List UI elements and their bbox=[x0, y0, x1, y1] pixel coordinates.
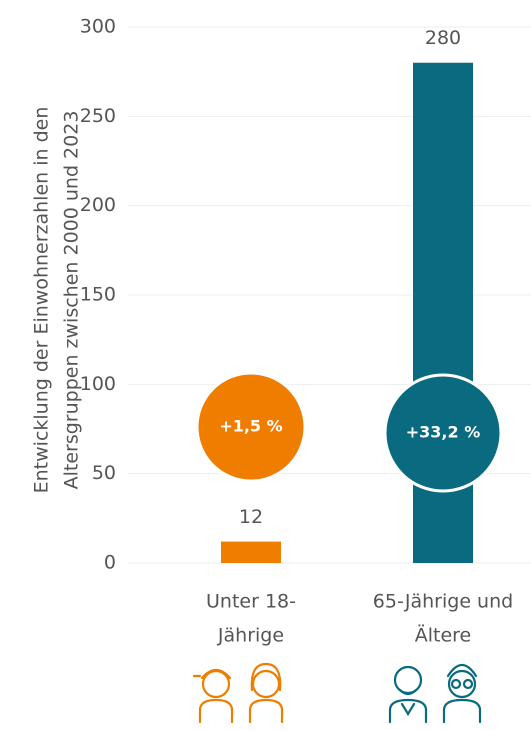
x-tick-label: Unter 18- bbox=[206, 591, 296, 613]
x-tick-label: Jährige bbox=[217, 625, 284, 647]
x-tick-label: 65-Jährige und bbox=[373, 591, 513, 613]
y-tick-label: 100 bbox=[80, 373, 116, 395]
x-tick-label: Ältere bbox=[415, 624, 472, 647]
value-label: 12 bbox=[239, 506, 263, 528]
bar bbox=[221, 541, 281, 563]
y-tick-label: 150 bbox=[80, 284, 116, 306]
y-axis-label-line: Entwicklung der Einwohnerzahlen in den bbox=[31, 107, 53, 494]
badge-label: +33,2 % bbox=[406, 423, 480, 442]
y-axis-label-line: Altersgruppen zwischen 2000 und 2023 bbox=[61, 111, 83, 490]
badge-circle bbox=[195, 371, 307, 483]
y-axis-label: Entwicklung der Einwohnerzahlen in den A… bbox=[31, 107, 83, 494]
children-icon bbox=[192, 662, 284, 724]
icons bbox=[192, 662, 482, 724]
y-tick-label: 300 bbox=[80, 16, 116, 38]
y-tick-label: 200 bbox=[80, 194, 116, 216]
y-tick-label: 250 bbox=[80, 105, 116, 127]
badge-label: +1,5 % bbox=[219, 417, 282, 436]
y-tick-label: 0 bbox=[104, 552, 116, 574]
value-label: 280 bbox=[425, 27, 461, 49]
badge-circle bbox=[383, 373, 503, 493]
seniors-icon bbox=[388, 663, 482, 724]
y-tick-label: 50 bbox=[92, 462, 116, 484]
